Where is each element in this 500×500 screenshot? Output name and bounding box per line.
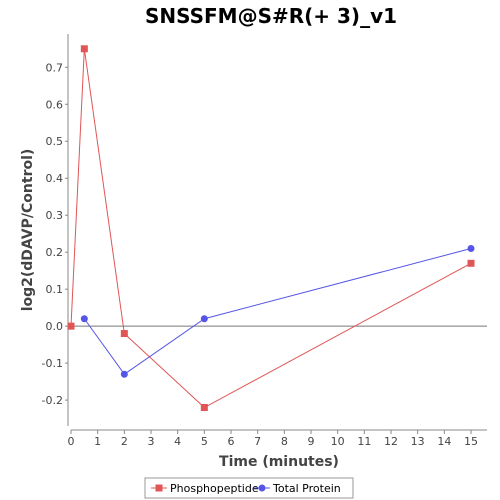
y-tick-label: 0.7 [46,61,64,74]
x-tick-label: 7 [254,435,261,448]
data-point [80,315,88,323]
data-point [200,404,208,412]
data-point [467,244,475,252]
legend: Phosphopeptide Total Protein [144,477,354,499]
x-tick-label: 13 [411,435,425,448]
x-tick-label: 9 [308,435,315,448]
y-tick-label: 0.6 [46,98,64,111]
chart-title: SNSSFM@S#R(+ 3)_v1 [145,4,397,28]
x-tick-label: 10 [331,435,345,448]
legend-marker [155,484,163,492]
x-tick-label: 8 [281,435,288,448]
x-tick-label: 1 [94,435,101,448]
series-total-protein [80,244,475,378]
y-tick-label: 0.4 [46,172,64,185]
x-tick-label: 3 [148,435,155,448]
y-tick-label: -0.1 [42,357,63,370]
y-axis-label: log2(dDAVP/Control) [20,149,36,312]
y-tick-label: 0.0 [46,320,64,333]
legend-label: Total Protein [272,482,341,495]
legend-marker [258,484,266,492]
x-tick-label: 2 [121,435,128,448]
x-axis-label: Time (minutes) [219,454,339,470]
x-tick-label: 15 [464,435,478,448]
legend-box [144,477,354,499]
x-tick-label: 4 [174,435,181,448]
plot-background [71,34,487,426]
data-point [120,330,128,338]
x-tick-label: 14 [437,435,451,448]
data-point [200,315,208,323]
data-point [80,45,88,53]
legend-label: Phosphopeptide [170,482,259,495]
x-tick-label: 0 [68,435,75,448]
data-point [120,370,128,378]
x-tick-label: 5 [201,435,208,448]
x-tick-label: 12 [384,435,398,448]
series-phosphopeptide [67,45,475,412]
y-tick-label: 0.5 [46,135,64,148]
data-point [67,322,75,330]
data-point [467,259,475,267]
x-tick-label: 11 [357,435,371,448]
axes: -0.2-0.10.00.10.20.30.40.50.60.70 1 2 3 4 5 6 7… [42,34,487,448]
y-tick-label: -0.2 [42,394,63,407]
y-tick-label: 0.3 [46,209,64,222]
plot-area [71,34,487,426]
series-layer [67,45,475,412]
y-tick-label: 0.1 [46,283,64,296]
x-tick-label: 6 [228,435,235,448]
y-tick-label: 0.2 [46,246,64,259]
series-line [83,248,472,375]
